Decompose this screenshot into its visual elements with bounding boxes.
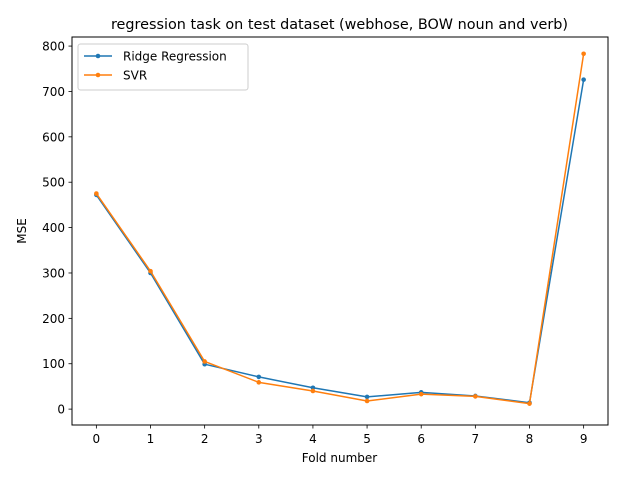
legend-box — [77, 43, 249, 91]
legend-swatch-marker — [95, 53, 101, 59]
data-point — [148, 268, 153, 274]
data-point — [473, 394, 478, 399]
legend: Ridge Regression SVR — [77, 43, 249, 91]
y-tick-label: 500 — [42, 176, 65, 190]
data-point — [581, 51, 586, 57]
legend-label: Ridge Regression — [123, 50, 227, 64]
legend-swatch-marker — [95, 72, 101, 78]
x-tick-label: 5 — [363, 432, 371, 446]
axes-frame — [71, 36, 609, 426]
x-tick-label: 8 — [526, 432, 534, 446]
x-tick-label: 0 — [93, 432, 101, 446]
data-point — [364, 398, 370, 404]
plot-area: 0 1 2 3 4 5 6 7 8 9 0 100 200 300 400 500 600 700 800 — [42, 36, 609, 446]
x-tick-label: 2 — [201, 432, 209, 446]
data-point — [256, 374, 262, 380]
y-tick-label: 700 — [42, 85, 65, 99]
y-axis-label: MSE — [15, 218, 29, 244]
data-point — [581, 77, 586, 82]
data-point — [94, 191, 99, 196]
y-tick-label: 300 — [42, 266, 65, 280]
y-tick-label: 600 — [42, 130, 65, 144]
x-tick-label: 4 — [309, 432, 317, 446]
data-point — [202, 359, 207, 364]
x-axis-label: Fold number — [302, 451, 377, 465]
y-tick-label: 800 — [42, 40, 65, 54]
x-tick-label: 9 — [580, 432, 588, 446]
data-point — [256, 380, 262, 385]
data-point — [527, 401, 532, 406]
x-tick-label: 7 — [472, 432, 480, 446]
chart-title: regression task on test dataset (webhose… — [111, 17, 568, 33]
x-tick-label: 3 — [255, 432, 263, 446]
series-line-1 — [95, 53, 585, 405]
legend-label: SVR — [123, 69, 147, 83]
y-tick-label: 200 — [42, 312, 65, 326]
x-tick-label: 6 — [417, 432, 425, 446]
y-tick-label: 0 — [57, 403, 65, 417]
x-tick-label: 1 — [147, 432, 155, 446]
data-point — [310, 385, 316, 391]
data-point — [364, 394, 370, 400]
data-point — [418, 391, 424, 397]
y-tick-label: 100 — [42, 357, 65, 371]
y-tick-label: 400 — [42, 221, 65, 235]
data-point — [310, 388, 316, 394]
